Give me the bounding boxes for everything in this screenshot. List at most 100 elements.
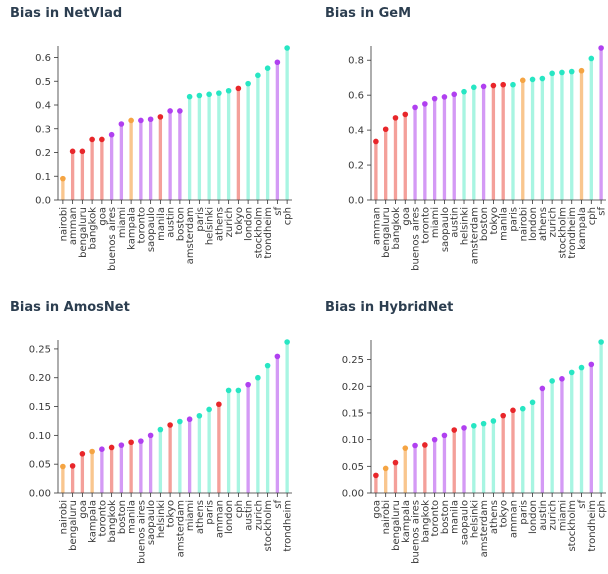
x-tick-label: bangkok <box>391 207 402 250</box>
x-tick-label: toronto <box>136 207 147 243</box>
x-tick-label: toronto <box>430 500 441 536</box>
bar-miami <box>187 419 192 493</box>
bar-cph <box>285 48 289 200</box>
x-tick-label: paris <box>205 500 216 525</box>
x-tick-label: manila <box>499 207 510 241</box>
bar-goa <box>374 475 378 493</box>
bar-nairobi <box>521 80 525 200</box>
bar-paris <box>511 84 515 200</box>
bar-marker <box>138 117 144 124</box>
bar-marker <box>510 81 516 88</box>
bar-trondheim <box>285 342 289 493</box>
chart-title: Bias in HybridNet <box>325 300 454 315</box>
bar-london <box>226 390 231 493</box>
bar-marker <box>196 92 203 99</box>
bar-marker <box>500 81 506 88</box>
bar-manila <box>129 442 133 493</box>
bar-marker <box>519 77 526 84</box>
bar-marker <box>177 418 183 425</box>
x-tick-label: bangkok <box>420 500 431 543</box>
x-tick-label: stockholm <box>567 500 578 552</box>
bar-nairobi <box>61 178 65 200</box>
bar-marker <box>422 442 428 448</box>
x-tick-label: cph <box>234 500 245 518</box>
bar-tokyo <box>236 88 241 200</box>
bar-marker <box>568 369 575 376</box>
bar-marker <box>206 91 212 98</box>
bar-marker <box>549 70 555 77</box>
bar-goa <box>403 114 407 200</box>
x-tick-label: nairobi <box>518 207 529 241</box>
bar-marker <box>216 90 222 96</box>
bar-marker <box>471 422 477 429</box>
bar-austin <box>246 384 250 493</box>
bar-goa <box>100 139 104 200</box>
bar-marker <box>431 436 438 443</box>
bar-marker <box>128 117 134 124</box>
y-tick-label: 0.25 <box>29 344 51 355</box>
bar-marker <box>529 76 536 83</box>
chart-title: Bias in NetVlad <box>10 6 123 21</box>
bar-saopaulo <box>148 435 153 493</box>
x-tick-label: amman <box>371 207 382 245</box>
x-tick-label: bengaluru <box>68 500 79 551</box>
bar-marker <box>157 426 164 433</box>
bar-marker <box>69 463 76 469</box>
y-tick-label: 0.6 <box>35 53 51 64</box>
x-tick-label: boston <box>479 207 490 241</box>
bar-bengaluru <box>80 151 85 200</box>
bar-marker <box>128 439 134 446</box>
bar-marker <box>79 148 86 155</box>
bar-buenos-aires <box>109 134 114 200</box>
bar-boston <box>178 110 182 200</box>
bar-marker <box>412 442 418 449</box>
bar-helsinki <box>158 429 163 493</box>
bar-marker <box>99 136 105 143</box>
bar-bangkok <box>423 444 427 493</box>
x-tick-label: goa <box>401 207 412 226</box>
chart-title: Bias in GeM <box>325 6 412 21</box>
bar-marker <box>510 407 516 414</box>
bar-marker <box>206 406 212 413</box>
bar-buenos-aires <box>413 445 417 493</box>
bar-marker <box>461 88 467 95</box>
bar-cph <box>599 342 603 493</box>
bar-saopaulo <box>148 119 153 200</box>
bar-tokyo <box>501 415 505 493</box>
bar-toronto <box>432 439 437 493</box>
x-tick-label: kampala <box>401 500 412 543</box>
bar-helsinki <box>207 94 211 200</box>
bar-marker <box>578 364 585 371</box>
bar-goa <box>80 453 85 493</box>
bar-nairobi <box>61 466 65 493</box>
bar-austin <box>540 388 545 493</box>
x-tick-label: austin <box>538 500 549 531</box>
bar-marker <box>245 381 251 388</box>
x-tick-label: tokyo <box>234 207 245 235</box>
x-tick-label: nairobi <box>381 500 392 534</box>
x-tick-label: sf <box>273 207 284 216</box>
bar-marker <box>89 448 95 455</box>
bar-marker <box>392 459 399 466</box>
bar-cph <box>236 390 241 493</box>
hybridnet-plot: 0.00 0.05 0.10 0.15 0.20 0.25 goanairobibengal… <box>342 339 608 564</box>
x-tick-label: boston <box>440 500 451 534</box>
bar-kampala <box>579 70 584 200</box>
y-tick-label: 0.15 <box>342 408 364 419</box>
bar-marker <box>598 339 604 345</box>
bar-marker <box>255 72 261 79</box>
x-tick-label: manila <box>450 500 461 534</box>
bar-marker <box>225 387 232 394</box>
bar-marker <box>578 67 585 74</box>
bar-bengaluru <box>70 465 75 493</box>
bar-marker <box>196 412 203 419</box>
bar-marker <box>118 442 125 448</box>
bar-zurich <box>550 73 554 200</box>
bar-marker <box>529 399 536 406</box>
bar-marker <box>167 422 173 428</box>
bar-marker <box>588 361 595 368</box>
bar-amsterdam <box>187 96 192 200</box>
bar-marker <box>500 412 506 419</box>
x-tick-label: amman <box>214 500 225 538</box>
bar-amsterdam <box>472 87 476 200</box>
